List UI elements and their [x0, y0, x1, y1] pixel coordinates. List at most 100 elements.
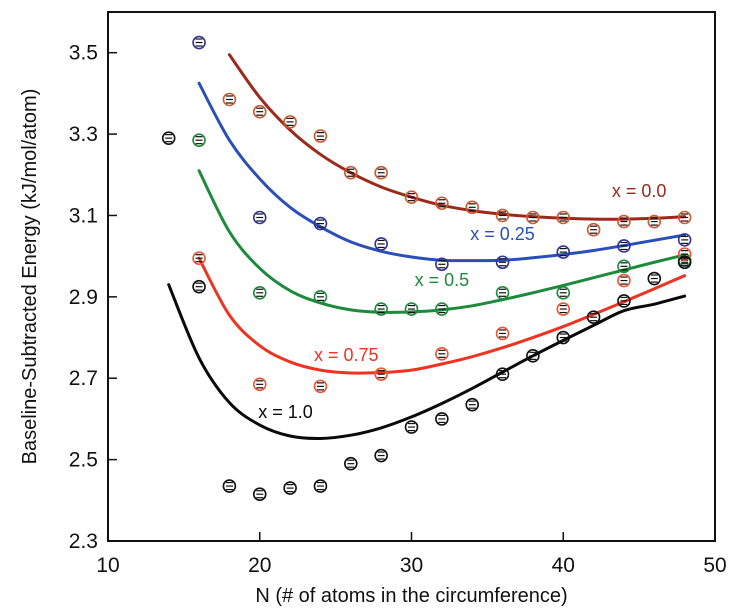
- data-point: [313, 216, 328, 231]
- series-label: x = 1.0: [258, 402, 313, 422]
- y-tick-label: 3.1: [69, 204, 98, 227]
- data-point-circle: [374, 165, 388, 180]
- data-point: [222, 92, 237, 107]
- data-point-circle: [435, 412, 449, 426]
- data-point: [495, 285, 510, 300]
- data-point-circle: [465, 200, 480, 215]
- data-point: [374, 165, 388, 180]
- data-point: [192, 279, 206, 294]
- data-point-circle: [465, 397, 480, 412]
- data-point-circle: [586, 222, 601, 237]
- data-point-circle: [677, 233, 692, 247]
- data-point: [343, 456, 358, 471]
- data-point: [495, 255, 510, 270]
- data-point-circle: [192, 133, 206, 147]
- x-tick-label: 20: [248, 554, 271, 577]
- data-point-circle: [526, 210, 540, 225]
- data-point: [374, 237, 388, 251]
- data-point: [283, 481, 297, 495]
- x-tick-label: 30: [400, 554, 423, 577]
- data-point-circle: [556, 245, 571, 259]
- y-tick-label: 3.5: [69, 42, 98, 65]
- data-point: [435, 196, 449, 211]
- data-point-circle: [313, 379, 328, 394]
- data-point: [556, 285, 571, 300]
- y-tick-label: 2.9: [69, 286, 98, 309]
- data-point: [192, 35, 206, 50]
- data-point: [677, 255, 692, 270]
- data-point-circle: [313, 129, 328, 143]
- data-point: [374, 367, 388, 381]
- data-point-circle: [647, 214, 662, 229]
- data-point-circle: [374, 237, 388, 251]
- fit-curve: [227, 53, 687, 221]
- data-point: [192, 251, 206, 265]
- data-point: [404, 420, 419, 434]
- data-point: [435, 257, 449, 272]
- data-point-circle: [161, 131, 176, 145]
- fit-curve: [167, 283, 687, 440]
- fit-curve: [197, 169, 687, 314]
- data-point: [161, 131, 176, 145]
- data-point-circle: [283, 481, 297, 495]
- y-tick-label: 2.3: [69, 530, 98, 553]
- data-point: [465, 397, 480, 412]
- data-point-circle: [495, 285, 510, 300]
- data-point: [617, 259, 631, 274]
- data-point-circle: [374, 448, 388, 463]
- data-point: [617, 214, 631, 229]
- data-point-circle: [313, 479, 328, 493]
- data-point-circle: [586, 310, 601, 324]
- data-point-circle: [192, 35, 206, 50]
- data-point-circle: [313, 290, 328, 304]
- data-point-circle: [252, 104, 267, 119]
- data-points: [161, 35, 692, 502]
- data-point: [283, 115, 297, 129]
- y-axis-title: Baseline-Subtracted Energy (kJ/mol/atom): [19, 89, 41, 465]
- data-point-circle: [677, 210, 692, 225]
- data-point-circle: [495, 367, 510, 381]
- data-point: [252, 104, 267, 119]
- data-point-circle: [404, 190, 419, 204]
- data-point: [192, 133, 206, 147]
- data-point-circle: [556, 330, 571, 345]
- data-point-circle: [617, 273, 631, 288]
- data-point: [435, 347, 449, 361]
- data-point: [556, 302, 571, 316]
- data-point-circle: [252, 487, 267, 502]
- fit-curve: [197, 256, 687, 375]
- data-point: [495, 326, 510, 341]
- data-point: [435, 302, 449, 316]
- data-point-circle: [556, 302, 571, 316]
- data-point: [586, 222, 601, 237]
- data-point-circle: [252, 210, 267, 225]
- data-point: [677, 210, 692, 225]
- data-point: [677, 247, 692, 261]
- data-point: [586, 310, 601, 324]
- data-point-circle: [252, 285, 267, 300]
- data-point-circle: [435, 347, 449, 361]
- data-point-circle: [192, 279, 206, 294]
- data-point-circle: [404, 302, 419, 316]
- data-point: [313, 129, 328, 143]
- series-label: x = 0.75: [314, 345, 379, 365]
- series-label: x = 0.25: [470, 224, 535, 244]
- data-point-circle: [647, 271, 662, 286]
- data-point: [677, 233, 692, 247]
- data-point-circle: [617, 214, 631, 229]
- data-point-circle: [617, 259, 631, 274]
- data-point: [222, 479, 237, 493]
- data-point-circle: [556, 210, 571, 225]
- data-point: [313, 479, 328, 493]
- data-point-circle: [526, 349, 540, 363]
- data-point: [526, 349, 540, 363]
- data-point-circle: [435, 196, 449, 211]
- data-point-circle: [343, 165, 358, 180]
- y-tick-label: 3.3: [69, 123, 98, 146]
- data-point: [495, 208, 510, 223]
- data-point: [495, 367, 510, 381]
- data-point: [526, 210, 540, 225]
- data-point: [313, 290, 328, 304]
- data-point: [404, 302, 419, 316]
